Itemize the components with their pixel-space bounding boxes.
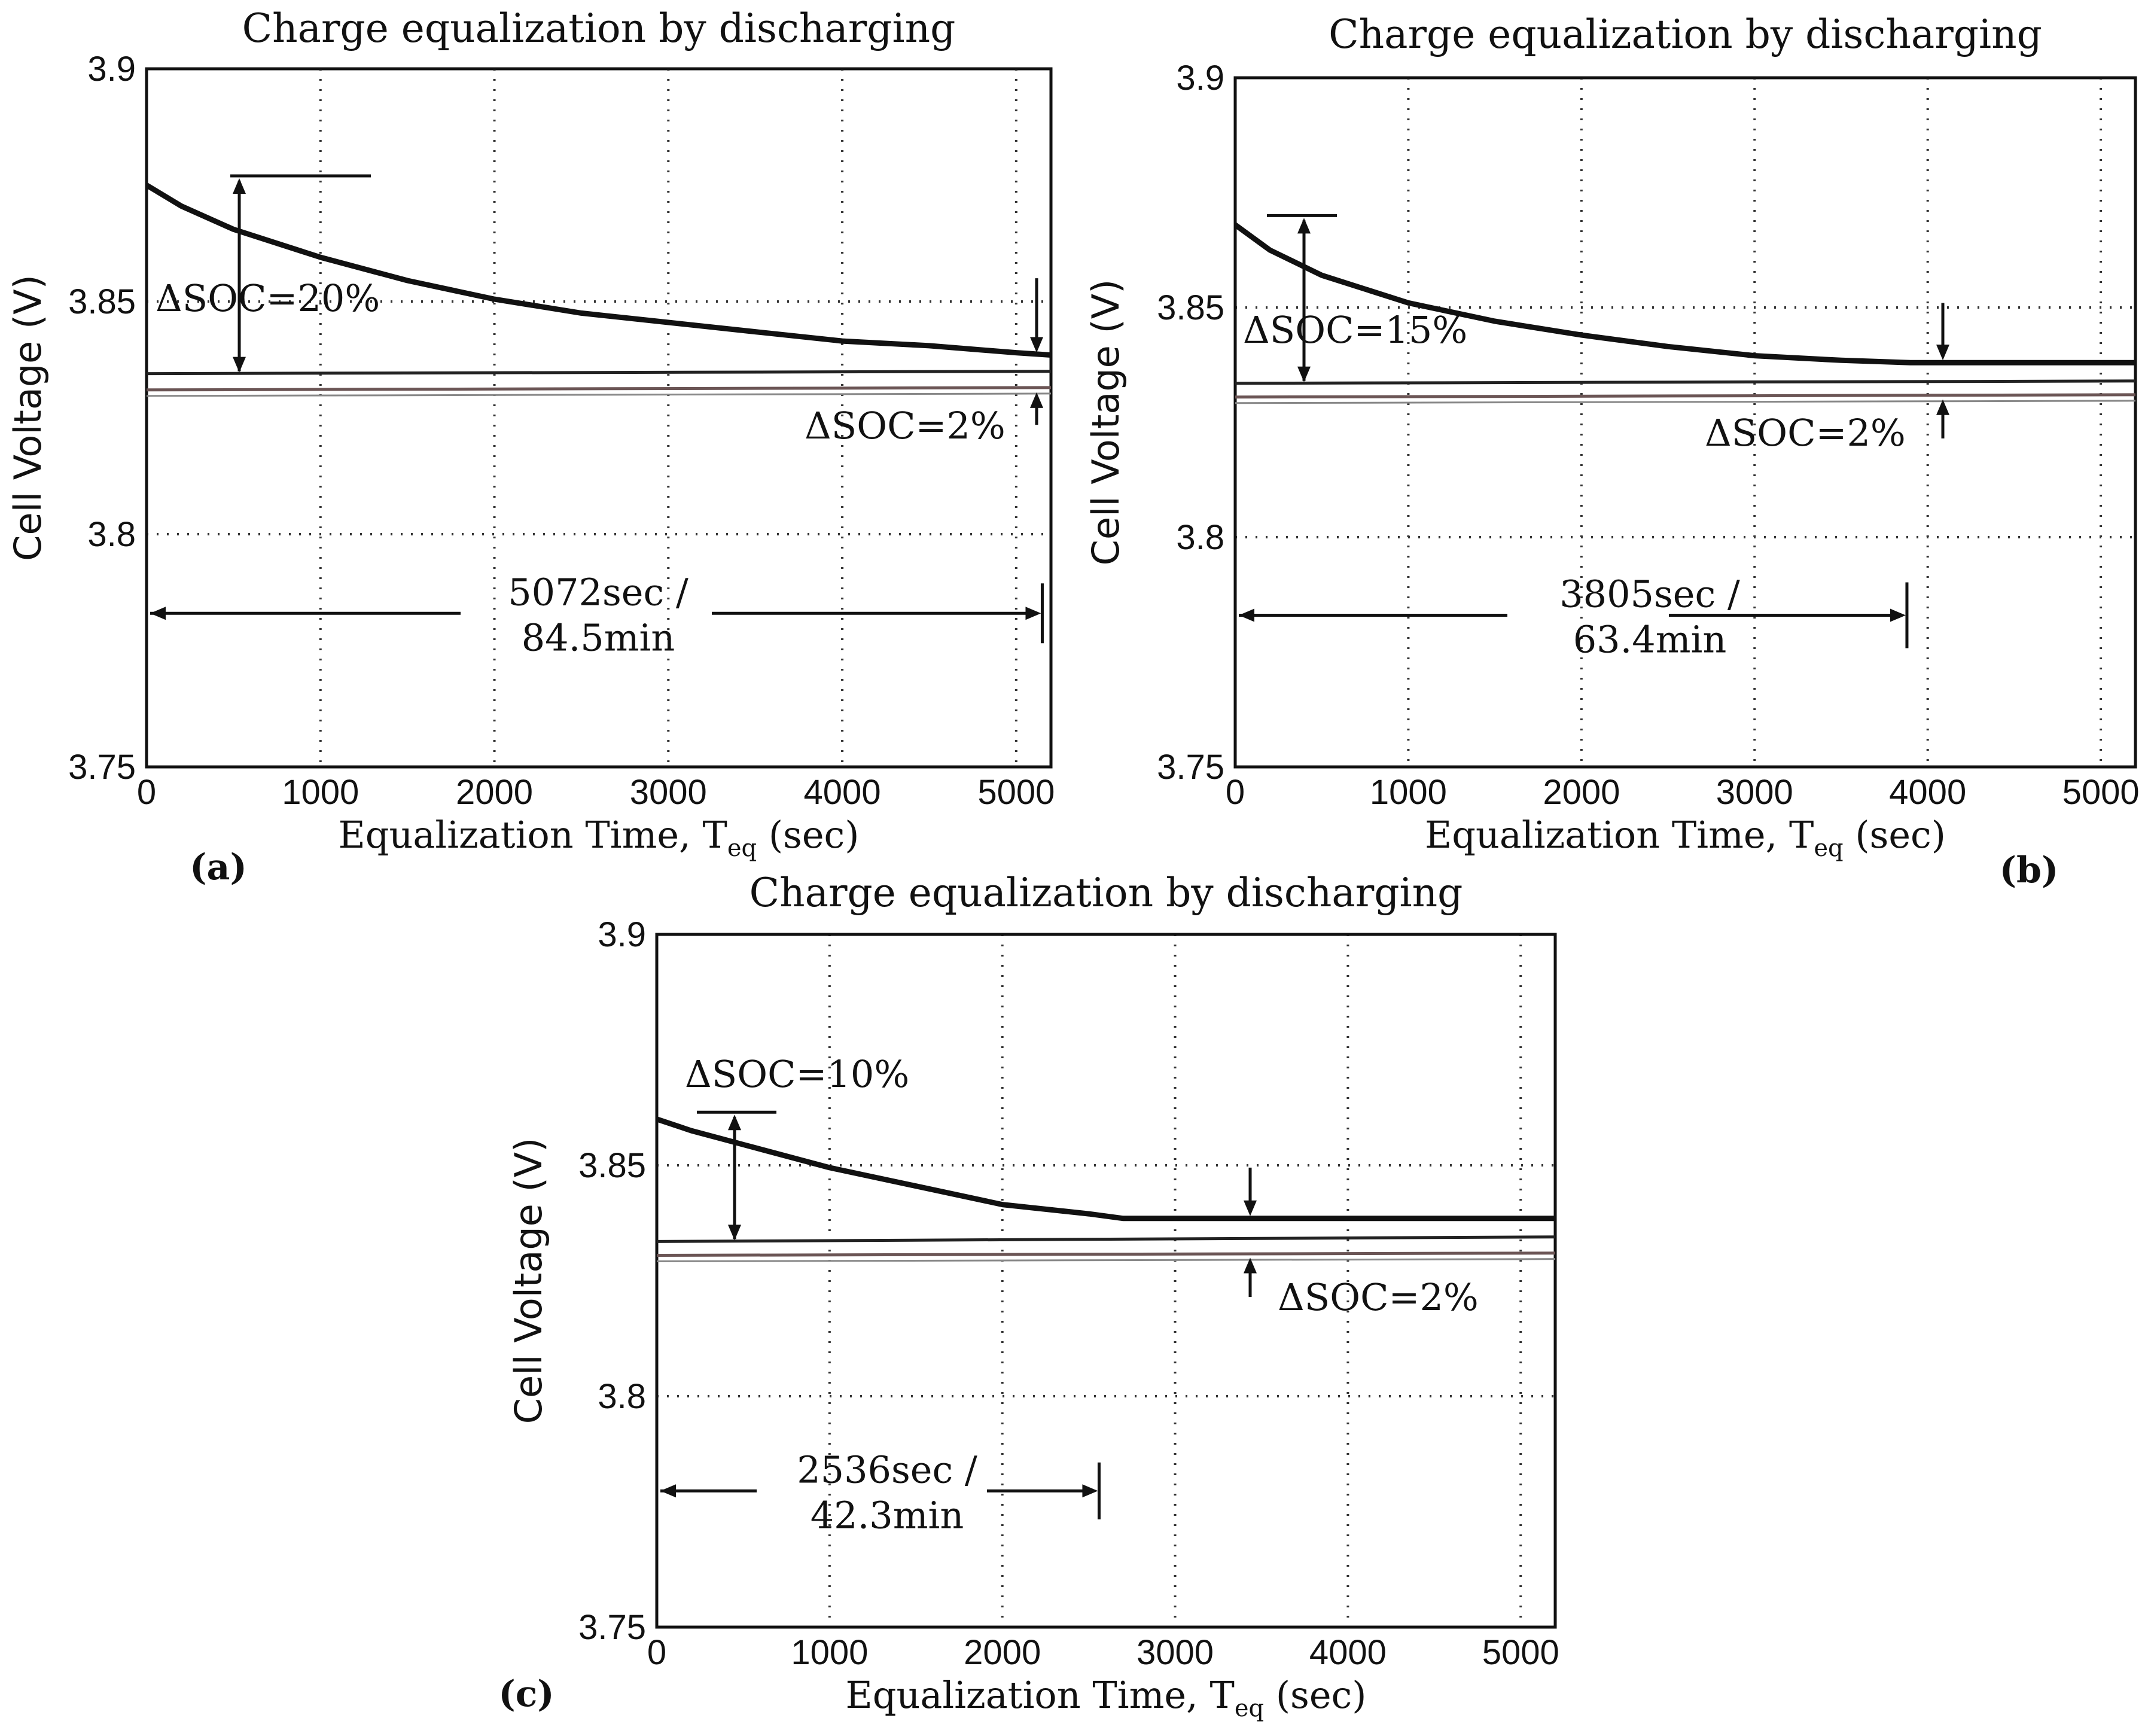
soc-final-top-arrow-a — [1030, 337, 1043, 353]
x-tick-label-b-3: 3000 — [1716, 773, 1793, 812]
x-axis-label-b: Equalization Time, Teq (sec) — [1425, 813, 1946, 862]
soc-final-label-c: ΔSOC=2% — [1278, 1275, 1479, 1319]
time-span-left-arrow-c — [660, 1484, 676, 1498]
plot-frame-b — [1233, 76, 2137, 769]
y-tick-label-b-1: 3.8 — [1176, 518, 1224, 557]
chart-title-c: Charge equalization by discharging — [750, 870, 1463, 916]
x-tick-label-a-0: 0 — [137, 773, 156, 812]
time-span-minutes-label-a: 84.5min — [522, 616, 675, 659]
cell-line-shadow-a — [146, 392, 1052, 397]
y-axis-label-b: Cell Voltage (V) — [1084, 279, 1128, 566]
cell-line-shadow-c — [656, 1258, 1556, 1263]
soc-final-label-a: ΔSOC=2% — [805, 404, 1006, 447]
soc-initial-label-b: ΔSOC=15% — [1243, 308, 1467, 352]
chart-title-b: Charge equalization by discharging — [1329, 11, 2042, 57]
y-tick-label-a-3: 3.9 — [87, 50, 136, 89]
chart-title-a: Charge equalization by discharging — [242, 5, 956, 51]
y-tick-label-a-2: 3.85 — [68, 282, 136, 321]
cell-line-shadow-b — [1235, 400, 2136, 404]
panel-label-b: (b) — [2000, 849, 2059, 891]
soc-initial-label-a: ΔSOC=20% — [156, 276, 380, 320]
soc-initial-arrow-down-b — [1297, 366, 1311, 382]
series-line-c-1 — [656, 1235, 1556, 1243]
series-line-a-2 — [146, 386, 1052, 392]
soc-final-top-arrow-c — [1244, 1200, 1257, 1216]
time-span-seconds-label-c: 2536sec / — [797, 1448, 977, 1491]
series-line-b-2 — [1235, 393, 2136, 399]
time-span-seconds-label-b: 3805sec / — [1559, 572, 1740, 616]
x-tick-label-b-4: 4000 — [1889, 773, 1966, 812]
soc-final-label-b: ΔSOC=2% — [1705, 411, 1906, 455]
time-span-seconds-label-a: 5072sec / — [508, 570, 688, 614]
series-line-a-1 — [146, 370, 1052, 376]
x-tick-label-b-5: 5000 — [2062, 773, 2140, 812]
chart-panel-b: 0 1000 2000 3000 4000 5000 3.75 3.8 3.85 3.9 Charg… — [1084, 11, 2140, 891]
series-line-c-0 — [656, 1116, 1555, 1222]
panel-label-a: (a) — [190, 846, 247, 888]
time-span-minutes-label-b: 63.4min — [1573, 618, 1727, 662]
y-tick-label-c-2: 3.85 — [578, 1146, 646, 1185]
soc-initial-arrow-down-a — [233, 357, 246, 373]
x-tick-label-a-2: 2000 — [456, 773, 533, 812]
y-tick-label-a-1: 3.8 — [87, 515, 136, 554]
x-tick-label-b-2: 2000 — [1543, 773, 1620, 812]
time-span-left-arrow-a — [150, 607, 166, 620]
y-tick-label-c-0: 3.75 — [578, 1608, 646, 1647]
soc-initial-label-c: ΔSOC=10% — [685, 1052, 909, 1096]
series-line-a-0 — [145, 182, 1052, 358]
x-tick-label-a-5: 5000 — [977, 773, 1055, 812]
y-tick-label-b-3: 3.9 — [1176, 59, 1224, 98]
x-tick-label-b-1: 1000 — [1370, 773, 1447, 812]
x-tick-label-c-2: 2000 — [964, 1633, 1041, 1672]
x-tick-label-c-1: 1000 — [791, 1633, 868, 1672]
series-line-c-2 — [656, 1251, 1556, 1257]
soc-final-bottom-arrow-b — [1936, 399, 1949, 415]
y-tick-label-c-1: 3.8 — [598, 1377, 646, 1416]
y-axis-label-a: Cell Voltage (V) — [6, 275, 50, 561]
y-axis-label-c: Cell Voltage (V) — [507, 1138, 550, 1424]
x-tick-label-a-3: 3000 — [630, 773, 707, 812]
soc-initial-arrow-down-c — [728, 1225, 741, 1241]
x-axis-label-c: Equalization Time, Teq (sec) — [846, 1673, 1367, 1722]
soc-initial-arrow-up-c — [728, 1114, 741, 1131]
panel-label-c: (c) — [498, 1673, 554, 1715]
time-span-right-arrow-a — [1025, 607, 1041, 620]
x-tick-label-a-4: 4000 — [804, 773, 881, 812]
soc-final-top-arrow-b — [1936, 345, 1949, 361]
x-tick-label-c-3: 3000 — [1137, 1633, 1214, 1672]
plot-frame-c — [655, 933, 1557, 1629]
time-span-left-arrow-b — [1239, 608, 1254, 622]
soc-final-bottom-arrow-a — [1030, 392, 1043, 408]
soc-initial-arrow-up-b — [1297, 218, 1311, 234]
x-tick-label-a-1: 1000 — [282, 773, 359, 812]
chart-panel-a: 0 1000 2000 3000 4000 5000 3.75 3.8 3.85 3.9 Charg… — [6, 5, 1055, 888]
series-line-b-1 — [1235, 379, 2136, 385]
time-span-right-arrow-c — [1082, 1484, 1098, 1498]
plot-frame-a — [145, 67, 1053, 769]
y-tick-label-b-2: 3.85 — [1157, 288, 1224, 327]
x-tick-label-c-5: 5000 — [1482, 1633, 1559, 1672]
series-line-b-0 — [1233, 223, 2135, 366]
soc-final-bottom-arrow-c — [1244, 1257, 1257, 1274]
x-tick-label-c-4: 4000 — [1309, 1633, 1387, 1672]
x-tick-label-c-0: 0 — [647, 1633, 666, 1672]
x-axis-label-a: Equalization Time, Teq (sec) — [339, 813, 860, 862]
y-tick-label-b-0: 3.75 — [1157, 748, 1224, 787]
soc-initial-arrow-up-a — [233, 178, 246, 194]
time-span-minutes-label-c: 42.3min — [811, 1493, 964, 1537]
x-tick-label-b-0: 0 — [1226, 773, 1245, 812]
time-span-right-arrow-b — [1890, 608, 1906, 622]
y-tick-label-c-3: 3.9 — [598, 915, 646, 954]
chart-panel-c: 0 1000 2000 3000 4000 5000 3.75 3.8 3.85 3.9 Charg… — [498, 870, 1559, 1722]
y-tick-label-a-0: 3.75 — [68, 748, 136, 787]
